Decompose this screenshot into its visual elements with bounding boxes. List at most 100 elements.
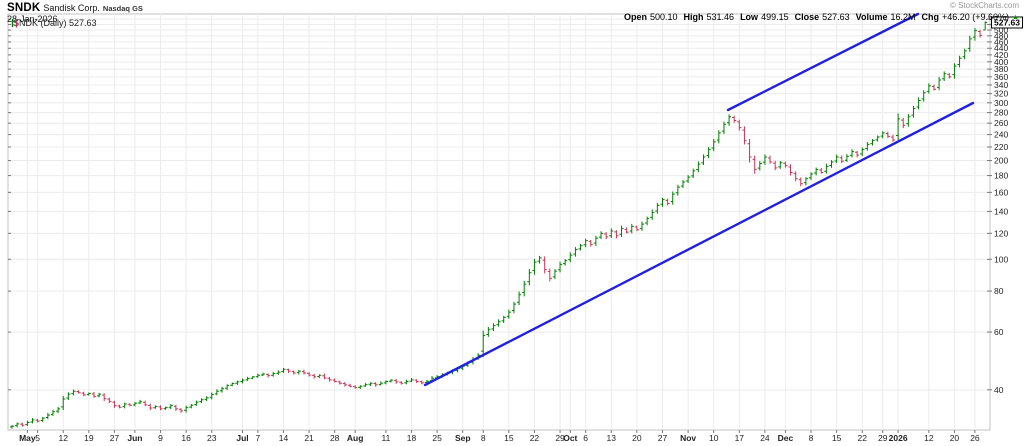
x-axis-label: Jun (127, 433, 142, 443)
price-bar (363, 382, 368, 387)
price-bar (639, 221, 645, 231)
price-bar (557, 261, 563, 273)
price-bar (409, 378, 414, 383)
price-bar (578, 244, 583, 251)
price-bar (122, 402, 127, 409)
x-axis-label: 26 (970, 433, 980, 443)
price-bar (547, 268, 552, 282)
price-bar (788, 164, 793, 176)
price-bar (752, 155, 757, 174)
exchange-name: Nasdaq GS (102, 4, 143, 13)
price-bar (778, 160, 783, 169)
x-axis-label: Sep (455, 433, 471, 443)
x-axis-label: Aug (347, 433, 364, 443)
price-bar (127, 403, 132, 407)
price-bar (414, 379, 419, 384)
x-axis-label: 16 (181, 433, 191, 443)
price-bar (332, 378, 337, 383)
price-bar (153, 405, 158, 409)
y-axis-label: 40 (994, 385, 1004, 395)
price-bar (568, 252, 573, 263)
price-bar (342, 381, 348, 387)
price-bar (522, 280, 527, 297)
price-bar (419, 380, 424, 385)
price-bar (721, 121, 727, 135)
x-axis-label: 12 (58, 433, 68, 443)
price-bar (55, 406, 61, 414)
price-bar (214, 389, 219, 396)
price-bar (675, 184, 680, 196)
x-axis-label: 2026 (889, 433, 908, 443)
price-bar (901, 117, 906, 129)
price-bar (373, 382, 378, 387)
price-bar (86, 392, 91, 396)
x-axis-label: 21 (304, 433, 314, 443)
price-bar (112, 400, 117, 408)
price-bar (235, 380, 240, 385)
price-bar (701, 154, 706, 165)
price-bar (240, 378, 245, 384)
price-bar (9, 425, 15, 429)
price-bar (593, 235, 599, 246)
price-bar (875, 135, 880, 142)
open-value: 500.10 (650, 12, 678, 22)
price-bar (225, 384, 230, 390)
ticker-symbol: SNDK (7, 2, 41, 14)
low-value: 499.15 (761, 12, 789, 22)
price-bar (173, 404, 179, 411)
y-axis-label: 100 (994, 254, 1008, 264)
price-bar (143, 400, 148, 407)
y-axis-label: 360 (994, 72, 1008, 82)
price-bar (936, 76, 942, 91)
volume-value: 16.2M (890, 12, 916, 22)
x-axis-label: 29 (878, 433, 888, 443)
x-axis-label: 20 (950, 433, 960, 443)
price-bar (824, 163, 829, 174)
y-axis-label: 120 (994, 228, 1008, 238)
y-axis-label: 280 (994, 108, 1008, 118)
price-bar (404, 379, 409, 385)
price-bar (906, 113, 911, 127)
price-bar (358, 385, 363, 390)
price-bar (983, 21, 988, 31)
x-axis-label: 10 (709, 433, 719, 443)
y-axis-label: 220 (994, 142, 1008, 152)
y-axis-label: 440 (994, 43, 1008, 53)
y-axis-label: 460 (994, 37, 1008, 47)
price-bar (184, 405, 189, 413)
price-bar (665, 198, 670, 206)
price-bar (890, 134, 896, 142)
price-bar (532, 258, 537, 275)
price-bar (834, 154, 839, 164)
low-label: Low (740, 12, 759, 22)
price-bar (921, 90, 926, 102)
price-bar (844, 154, 849, 163)
price-bar (506, 309, 511, 319)
price-bar (706, 147, 711, 159)
price-bar (496, 319, 501, 327)
price-bar (860, 147, 865, 157)
high-label: High (683, 12, 704, 22)
price-bar (245, 376, 250, 381)
price-bar (204, 396, 209, 402)
x-axis-label: 15 (504, 433, 514, 443)
price-bar (107, 397, 112, 403)
price-bar (926, 83, 931, 94)
price-bar (839, 155, 844, 163)
volume-label: Volume (855, 12, 888, 22)
price-bar (378, 381, 383, 386)
price-bar (209, 392, 214, 400)
price-bar (219, 386, 225, 393)
price-bar (255, 373, 260, 378)
price-bar (96, 392, 102, 398)
price-bar (137, 399, 143, 405)
x-axis-label: 8 (481, 433, 486, 443)
price-bar (291, 370, 296, 375)
price-bar (645, 216, 650, 226)
price-bar (527, 269, 532, 286)
price-bar (163, 406, 168, 410)
price-bar (619, 225, 624, 237)
price-bar (76, 390, 81, 394)
